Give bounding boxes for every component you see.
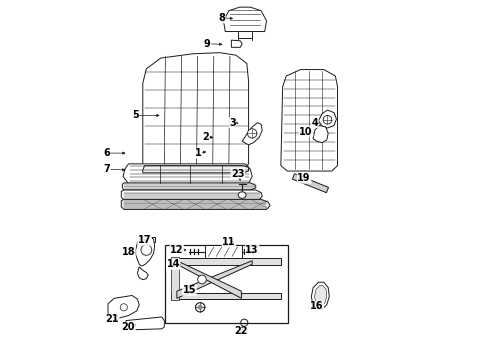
Polygon shape (177, 261, 252, 298)
Polygon shape (313, 126, 328, 143)
Polygon shape (231, 40, 242, 47)
Polygon shape (281, 69, 338, 171)
Polygon shape (108, 296, 139, 320)
Text: 17: 17 (138, 235, 151, 245)
Circle shape (120, 304, 127, 311)
Text: 21: 21 (105, 314, 119, 324)
Circle shape (247, 129, 257, 138)
Polygon shape (137, 267, 148, 280)
Polygon shape (293, 174, 329, 193)
Polygon shape (177, 261, 242, 298)
Polygon shape (126, 317, 164, 330)
Polygon shape (143, 53, 248, 169)
Text: 11: 11 (222, 237, 236, 247)
Circle shape (196, 303, 205, 312)
Polygon shape (172, 293, 281, 299)
Text: 5: 5 (132, 111, 139, 121)
Polygon shape (122, 183, 256, 190)
Text: 23: 23 (231, 168, 245, 179)
Text: 19: 19 (297, 173, 311, 183)
Text: 7: 7 (103, 164, 110, 174)
Polygon shape (318, 110, 337, 128)
Circle shape (323, 116, 332, 124)
Text: 1: 1 (195, 148, 202, 158)
Bar (205, 245, 242, 258)
Polygon shape (315, 286, 327, 306)
Polygon shape (311, 282, 329, 309)
Polygon shape (123, 164, 252, 184)
Text: 3: 3 (229, 118, 236, 128)
Polygon shape (242, 123, 262, 145)
Text: 18: 18 (122, 247, 135, 257)
Text: 4: 4 (312, 118, 318, 128)
Text: 13: 13 (245, 245, 259, 255)
Polygon shape (172, 257, 179, 300)
Polygon shape (136, 235, 155, 266)
Text: 8: 8 (218, 13, 225, 23)
Text: 6: 6 (103, 148, 110, 158)
Circle shape (197, 305, 203, 310)
Text: 22: 22 (235, 326, 248, 336)
Text: 15: 15 (183, 285, 196, 296)
Polygon shape (223, 7, 267, 32)
Text: 16: 16 (310, 301, 323, 311)
Text: 9: 9 (204, 39, 211, 49)
Text: 2: 2 (202, 132, 209, 142)
Text: 14: 14 (167, 259, 180, 269)
Polygon shape (141, 237, 155, 242)
Polygon shape (143, 166, 248, 173)
Circle shape (197, 275, 206, 284)
Ellipse shape (238, 192, 246, 198)
Polygon shape (172, 258, 281, 265)
Bar (166, 244, 288, 323)
Text: 20: 20 (122, 322, 135, 332)
Text: 10: 10 (299, 127, 313, 136)
Text: 12: 12 (170, 245, 184, 255)
Polygon shape (122, 199, 270, 210)
Polygon shape (122, 190, 262, 200)
Circle shape (141, 244, 152, 255)
Circle shape (241, 319, 248, 326)
